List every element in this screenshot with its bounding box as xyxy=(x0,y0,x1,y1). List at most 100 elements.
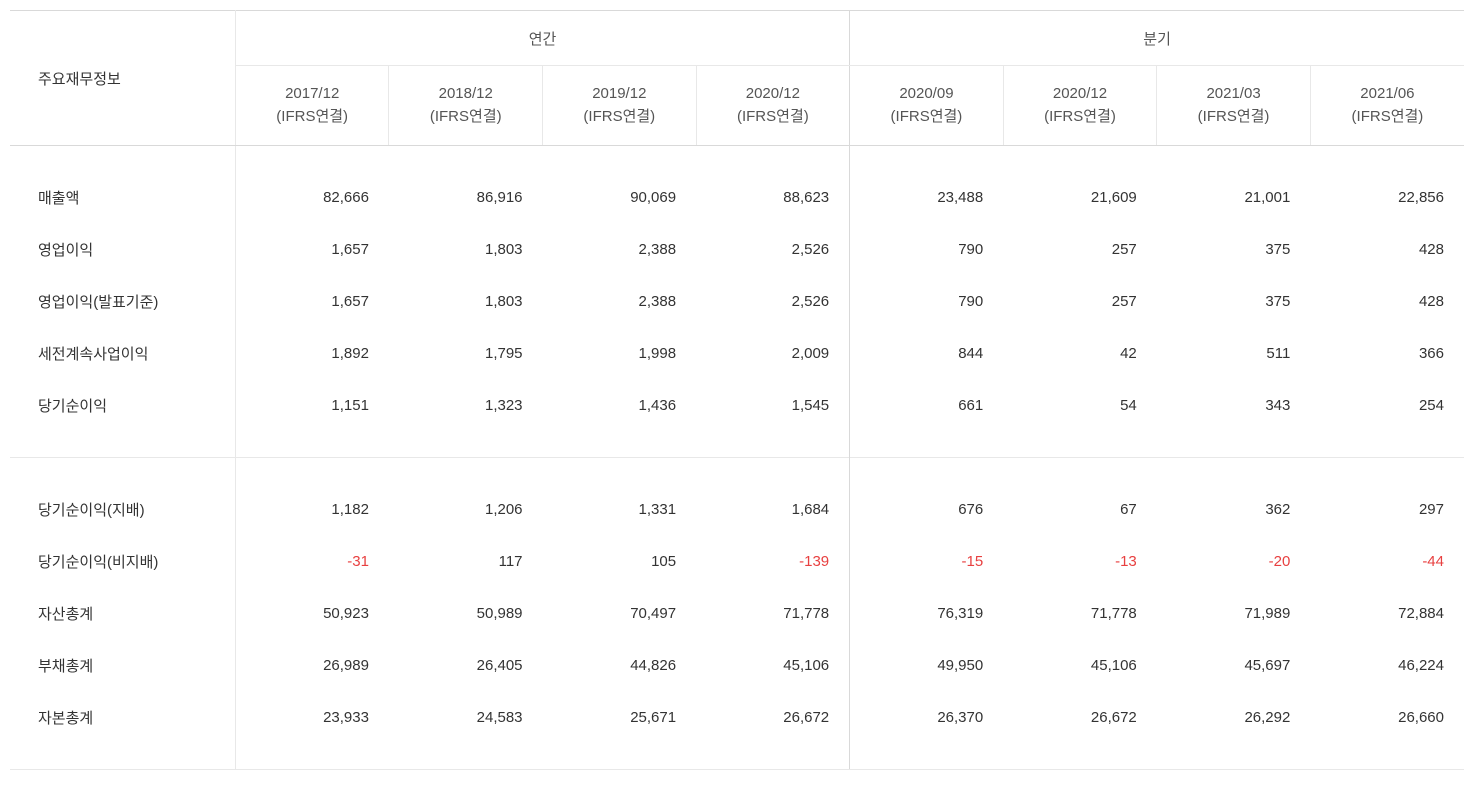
data-cell: 366 xyxy=(1310,328,1464,380)
data-cell: 76,319 xyxy=(850,588,1004,640)
column-basis: (IFRS연결) xyxy=(389,106,542,129)
row-label: 영업이익 xyxy=(10,224,235,276)
table-row: 영업이익1,6571,8032,3882,526790257375428 xyxy=(10,224,1464,276)
data-cell: 45,697 xyxy=(1157,640,1311,692)
data-cell: 45,106 xyxy=(1003,640,1157,692)
data-cell: 45,106 xyxy=(696,640,850,692)
data-cell: 117 xyxy=(389,536,543,588)
data-cell: 49,950 xyxy=(850,640,1004,692)
data-cell: 25,671 xyxy=(543,692,697,744)
data-cell: 1,331 xyxy=(543,484,697,536)
data-cell: 22,856 xyxy=(1310,172,1464,224)
column-header: 2018/12(IFRS연결) xyxy=(389,66,543,146)
data-cell: 71,778 xyxy=(1003,588,1157,640)
table-row: 영업이익(발표기준)1,6571,8032,3882,5267902573754… xyxy=(10,276,1464,328)
column-basis: (IFRS연결) xyxy=(1311,106,1464,129)
row-label: 당기순이익(지배) xyxy=(10,484,235,536)
data-cell: 2,388 xyxy=(543,224,697,276)
data-cell: 428 xyxy=(1310,224,1464,276)
data-cell: 26,370 xyxy=(850,692,1004,744)
data-cell: 254 xyxy=(1310,380,1464,432)
data-cell: 2,526 xyxy=(696,276,850,328)
column-period: 2020/12 xyxy=(1004,83,1157,106)
column-basis: (IFRS연결) xyxy=(543,106,696,129)
data-cell: 1,545 xyxy=(696,380,850,432)
data-cell: 21,001 xyxy=(1157,172,1311,224)
data-cell: 54 xyxy=(1003,380,1157,432)
data-cell: 1,206 xyxy=(389,484,543,536)
data-cell: 844 xyxy=(850,328,1004,380)
column-basis: (IFRS연결) xyxy=(1157,106,1310,129)
data-cell: 105 xyxy=(543,536,697,588)
data-cell: 257 xyxy=(1003,276,1157,328)
table-row: 부채총계26,98926,40544,82645,10649,95045,106… xyxy=(10,640,1464,692)
data-cell: 21,609 xyxy=(1003,172,1157,224)
column-period: 2017/12 xyxy=(236,83,389,106)
data-cell: 23,488 xyxy=(850,172,1004,224)
row-label: 당기순이익 xyxy=(10,380,235,432)
data-cell: 1,684 xyxy=(696,484,850,536)
data-cell: 2,388 xyxy=(543,276,697,328)
data-cell: 2,526 xyxy=(696,224,850,276)
column-group-header: 연간 xyxy=(235,11,849,66)
data-cell: 1,151 xyxy=(235,380,389,432)
column-header: 2019/12(IFRS연결) xyxy=(543,66,697,146)
data-cell: 511 xyxy=(1157,328,1311,380)
data-cell: 26,660 xyxy=(1310,692,1464,744)
data-cell: 82,666 xyxy=(235,172,389,224)
row-label: 영업이익(발표기준) xyxy=(10,276,235,328)
table-row: 당기순이익1,1511,3231,4361,54566154343254 xyxy=(10,380,1464,432)
row-label: 당기순이익(비지배) xyxy=(10,536,235,588)
column-group-header: 분기 xyxy=(850,11,1464,66)
data-cell: 23,933 xyxy=(235,692,389,744)
data-cell: 1,182 xyxy=(235,484,389,536)
data-cell: 790 xyxy=(850,224,1004,276)
table-row: 당기순이익(비지배)-31117105-139-15-13-20-44 xyxy=(10,536,1464,588)
data-cell: 86,916 xyxy=(389,172,543,224)
data-cell: 1,892 xyxy=(235,328,389,380)
data-cell: 90,069 xyxy=(543,172,697,224)
data-cell: 26,989 xyxy=(235,640,389,692)
data-cell: 1,998 xyxy=(543,328,697,380)
column-header: 2017/12(IFRS연결) xyxy=(235,66,389,146)
data-cell: -44 xyxy=(1310,536,1464,588)
column-header: 2021/03(IFRS연결) xyxy=(1157,66,1311,146)
column-basis: (IFRS연결) xyxy=(236,106,389,129)
column-period: 2021/06 xyxy=(1311,83,1464,106)
data-cell: 1,657 xyxy=(235,224,389,276)
column-basis: (IFRS연결) xyxy=(697,106,850,129)
column-period: 2019/12 xyxy=(543,83,696,106)
table-corner-label: 주요재무정보 xyxy=(10,11,235,146)
column-header: 2020/12(IFRS연결) xyxy=(696,66,850,146)
row-label: 매출액 xyxy=(10,172,235,224)
data-cell: 72,884 xyxy=(1310,588,1464,640)
data-cell: 24,583 xyxy=(389,692,543,744)
data-cell: 71,989 xyxy=(1157,588,1311,640)
data-cell: 88,623 xyxy=(696,172,850,224)
column-period: 2020/12 xyxy=(697,83,850,106)
data-cell: -20 xyxy=(1157,536,1311,588)
data-cell: 1,803 xyxy=(389,276,543,328)
data-cell: 50,923 xyxy=(235,588,389,640)
column-header: 2020/09(IFRS연결) xyxy=(850,66,1004,146)
row-label: 자본총계 xyxy=(10,692,235,744)
row-label: 세전계속사업이익 xyxy=(10,328,235,380)
column-header: 2020/12(IFRS연결) xyxy=(1003,66,1157,146)
data-cell: 46,224 xyxy=(1310,640,1464,692)
column-period: 2018/12 xyxy=(389,83,542,106)
data-cell: 26,292 xyxy=(1157,692,1311,744)
row-label: 부채총계 xyxy=(10,640,235,692)
data-cell: 1,657 xyxy=(235,276,389,328)
table-row: 당기순이익(지배)1,1821,2061,3311,68467667362297 xyxy=(10,484,1464,536)
data-cell: 362 xyxy=(1157,484,1311,536)
table-row: 자본총계23,93324,58325,67126,67226,37026,672… xyxy=(10,692,1464,744)
data-cell: 661 xyxy=(850,380,1004,432)
data-cell: 26,405 xyxy=(389,640,543,692)
data-cell: 44,826 xyxy=(543,640,697,692)
data-cell: 1,795 xyxy=(389,328,543,380)
data-cell: -13 xyxy=(1003,536,1157,588)
data-cell: 26,672 xyxy=(696,692,850,744)
data-cell: 428 xyxy=(1310,276,1464,328)
data-cell: 790 xyxy=(850,276,1004,328)
data-cell: 1,803 xyxy=(389,224,543,276)
